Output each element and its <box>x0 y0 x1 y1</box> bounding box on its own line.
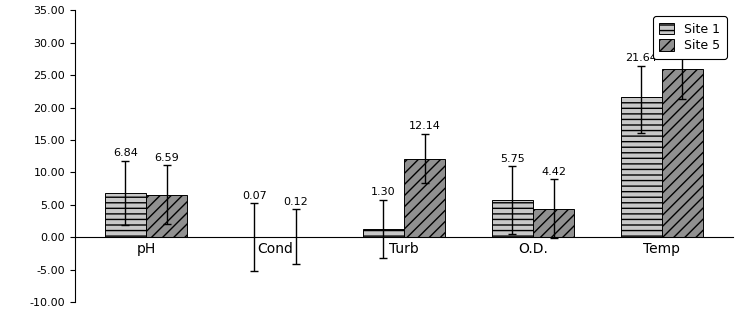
Text: 5.75: 5.75 <box>500 154 524 164</box>
Legend: Site 1, Site 5: Site 1, Site 5 <box>653 16 727 58</box>
Bar <box>146 195 187 238</box>
Text: 0.12: 0.12 <box>283 197 308 207</box>
Bar <box>621 97 662 238</box>
Text: 6.59: 6.59 <box>154 153 179 163</box>
Text: 25.88: 25.88 <box>666 31 699 41</box>
Bar <box>105 193 146 238</box>
Bar <box>491 200 533 238</box>
Bar <box>363 229 404 238</box>
Text: 12.14: 12.14 <box>408 121 441 131</box>
Bar <box>233 237 275 238</box>
Bar <box>275 237 316 238</box>
Text: 4.42: 4.42 <box>541 167 566 177</box>
Text: 1.30: 1.30 <box>371 187 396 197</box>
Text: 0.07: 0.07 <box>242 191 267 201</box>
Text: 21.64: 21.64 <box>625 53 657 63</box>
Text: 6.84: 6.84 <box>113 148 138 158</box>
Bar <box>404 159 445 238</box>
Bar <box>533 209 574 238</box>
Bar <box>662 69 703 238</box>
